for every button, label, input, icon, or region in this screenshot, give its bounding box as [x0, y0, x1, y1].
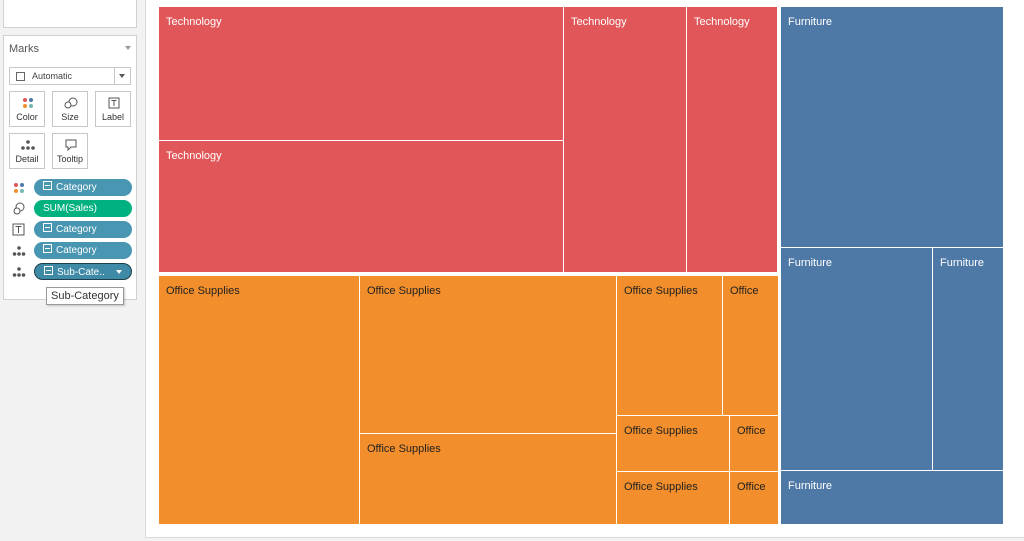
- tile-label: Furniture: [788, 257, 832, 269]
- pill-label: Category: [56, 182, 97, 193]
- treemap-tile[interactable]: Office Supplies: [159, 276, 359, 524]
- tile-label: Office Supplies: [367, 285, 441, 297]
- square-mark-icon: [16, 72, 25, 81]
- treemap-tile[interactable]: Office Supplies: [360, 434, 616, 524]
- detail-encoding-icon: [12, 265, 26, 279]
- treemap-tile[interactable]: Office Supplies: [617, 472, 729, 524]
- treemap-tile[interactable]: Office Supplies: [617, 276, 722, 415]
- category-color-pill[interactable]: Category: [34, 179, 132, 196]
- tile-label: Furniture: [940, 257, 984, 269]
- chevron-down-icon[interactable]: [114, 68, 130, 84]
- tile-label: Office Supplies: [624, 285, 698, 297]
- category-label-pill[interactable]: Category: [34, 221, 132, 238]
- treemap-tile[interactable]: Technology: [159, 7, 563, 140]
- field-tooltip: Sub-Category: [46, 287, 124, 305]
- treemap-tile[interactable]: Technology: [564, 7, 686, 272]
- tile-label: Office: [737, 481, 766, 493]
- text-label-icon: [96, 97, 132, 109]
- marks-card: Marks Automatic Color Size Label Detail: [3, 35, 137, 300]
- treemap-tile[interactable]: Technology: [159, 141, 563, 272]
- label-button[interactable]: Label: [95, 91, 131, 127]
- top-shelf-card: [3, 0, 137, 28]
- mark-type-dropdown[interactable]: Automatic: [9, 67, 131, 85]
- color-button-label: Color: [10, 112, 44, 122]
- speech-bubble-icon: [53, 139, 89, 151]
- label-encoding-icon: [12, 223, 26, 237]
- treemap-tile[interactable]: Office: [730, 472, 778, 524]
- tile-label: Furniture: [788, 16, 832, 28]
- collapse-minus-icon[interactable]: [43, 223, 52, 232]
- treemap-tile[interactable]: Furniture: [933, 248, 1003, 470]
- detail-button-label: Detail: [10, 154, 44, 164]
- sales-size-pill[interactable]: SUM(Sales): [34, 200, 132, 217]
- marks-title: Marks: [9, 43, 39, 55]
- tile-label: Technology: [694, 16, 750, 28]
- treemap-tile[interactable]: Technology: [687, 7, 777, 272]
- color-encoding-icon: [12, 181, 26, 195]
- treemap-tile[interactable]: Furniture: [781, 471, 1003, 524]
- treemap-tile[interactable]: Office: [723, 276, 778, 415]
- subcategory-detail-pill[interactable]: Sub-Cate..: [34, 263, 132, 280]
- size-encoding-icon: [12, 202, 26, 216]
- size-button-label: Size: [53, 112, 87, 122]
- tile-label: Office Supplies: [624, 425, 698, 437]
- tile-label: Technology: [166, 16, 222, 28]
- collapse-minus-icon[interactable]: [43, 244, 52, 253]
- detail-encoding-icon: [12, 244, 26, 258]
- tile-label: Office Supplies: [624, 481, 698, 493]
- tile-label: Office: [730, 285, 759, 297]
- collapse-minus-icon[interactable]: [43, 181, 52, 190]
- color-button[interactable]: Color: [9, 91, 45, 127]
- treemap-tile[interactable]: Furniture: [781, 7, 1003, 247]
- tile-label: Technology: [571, 16, 627, 28]
- tooltip-button[interactable]: Tooltip: [52, 133, 88, 169]
- collapse-icon[interactable]: [125, 46, 131, 50]
- mark-type-label: Automatic: [32, 71, 72, 81]
- tile-label: Technology: [166, 150, 222, 162]
- color-dots-icon: [10, 97, 46, 109]
- category-detail-pill[interactable]: Category: [34, 242, 132, 259]
- detail-button[interactable]: Detail: [9, 133, 45, 169]
- pill-label: Category: [56, 224, 97, 235]
- treemap-tile[interactable]: Office: [730, 416, 778, 471]
- treemap-tile[interactable]: Office Supplies: [617, 416, 729, 471]
- treemap-tile[interactable]: Furniture: [781, 248, 932, 470]
- tile-label: Office Supplies: [367, 443, 441, 455]
- tile-label: Furniture: [788, 480, 832, 492]
- chevron-down-icon[interactable]: [116, 270, 122, 274]
- treemap-tile[interactable]: Office Supplies: [360, 276, 616, 433]
- detail-dots-icon: [10, 139, 46, 151]
- pill-label: Sub-Cate..: [57, 267, 105, 278]
- tile-label: Office Supplies: [166, 285, 240, 297]
- pill-label: Category: [56, 245, 97, 256]
- pill-label: SUM(Sales): [43, 203, 97, 214]
- size-button[interactable]: Size: [52, 91, 88, 127]
- tile-label: Office: [737, 425, 766, 437]
- label-button-label: Label: [96, 112, 130, 122]
- size-icon: [53, 97, 89, 109]
- expand-plus-icon[interactable]: [44, 266, 53, 275]
- treemap-canvas: Technology Technology Technology Technology…: [145, 0, 1024, 538]
- tooltip-button-label: Tooltip: [53, 154, 87, 164]
